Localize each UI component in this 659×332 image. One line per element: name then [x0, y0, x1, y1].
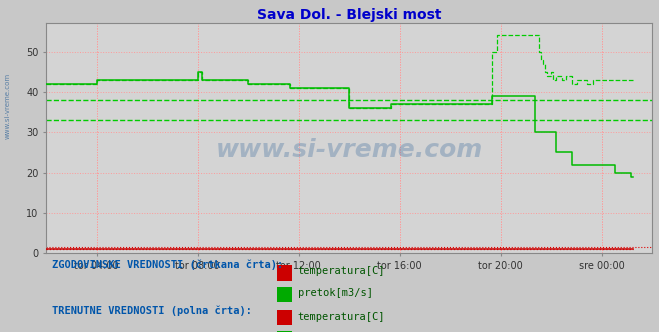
- Bar: [277, 309, 292, 325]
- Bar: [277, 331, 292, 332]
- Text: temperatura[C]: temperatura[C]: [298, 266, 386, 276]
- Text: temperatura[C]: temperatura[C]: [298, 312, 386, 322]
- Bar: [277, 287, 292, 302]
- Text: ZGODOVINSKE VREDNOSTI (črtkana črta):: ZGODOVINSKE VREDNOSTI (črtkana črta):: [52, 259, 283, 270]
- Text: www.si-vreme.com: www.si-vreme.com: [5, 73, 11, 139]
- Text: www.si-vreme.com: www.si-vreme.com: [215, 138, 483, 162]
- Bar: [277, 265, 292, 281]
- Text: TRENUTNE VREDNOSTI (polna črta):: TRENUTNE VREDNOSTI (polna črta):: [52, 305, 252, 316]
- Text: pretok[m3/s]: pretok[m3/s]: [298, 288, 373, 298]
- Title: Sava Dol. - Blejski most: Sava Dol. - Blejski most: [257, 8, 442, 22]
